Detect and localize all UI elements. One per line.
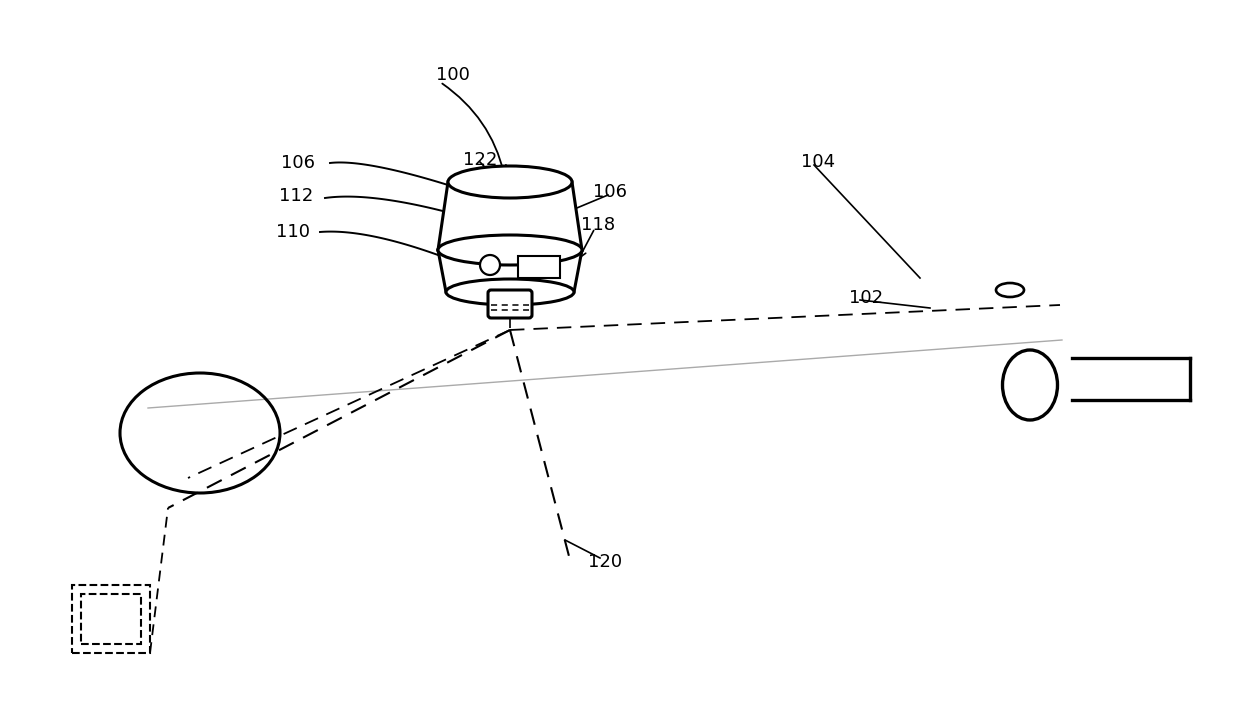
Ellipse shape: [448, 166, 572, 198]
Text: 106: 106: [281, 154, 315, 172]
Ellipse shape: [446, 279, 574, 305]
Text: 124: 124: [93, 634, 128, 652]
Bar: [72, 585, 150, 653]
Ellipse shape: [1002, 350, 1058, 420]
Ellipse shape: [996, 283, 1024, 297]
Text: 120: 120: [588, 553, 622, 571]
Text: 118: 118: [580, 216, 615, 234]
Polygon shape: [438, 182, 582, 250]
Text: 106: 106: [593, 183, 627, 201]
Text: 102: 102: [849, 289, 883, 307]
Bar: [81, 594, 141, 644]
Text: 104: 104: [801, 153, 835, 171]
Text: 100: 100: [436, 66, 470, 84]
Ellipse shape: [438, 235, 582, 265]
Bar: [518, 256, 560, 278]
Text: 112: 112: [279, 187, 314, 205]
Text: 122: 122: [463, 151, 497, 169]
FancyBboxPatch shape: [489, 290, 532, 318]
Ellipse shape: [480, 255, 500, 275]
Polygon shape: [438, 250, 582, 292]
Text: 110: 110: [277, 223, 310, 241]
